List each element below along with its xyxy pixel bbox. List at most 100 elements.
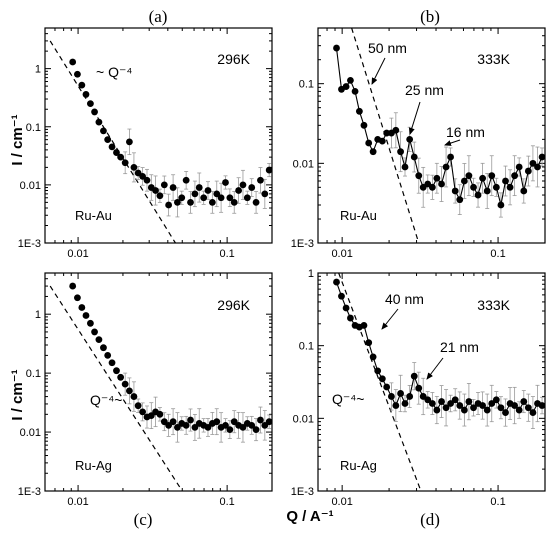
reference-line [49,40,176,243]
data-point [424,396,432,404]
data-point [502,409,509,416]
data-point [143,176,151,184]
data-point [502,177,509,185]
x-axis-label: Q / A⁻¹ [286,508,333,525]
y-tick-label: 0.1 [299,341,314,353]
data-point [169,418,177,426]
data-point [360,121,368,129]
panel-label: (d) [420,510,440,529]
temperature-label: 296K [217,51,250,67]
data-point [378,375,386,383]
data-point [100,344,107,352]
data-point [213,190,221,198]
panel-c: 0.01 0.1 1E-3 0.01 0.1 1 (c) 296K Ru-Ag Q⁻⁴~ [18,272,273,529]
data-point [492,396,500,404]
data-point [182,421,190,429]
panel-label: (c) [134,510,153,529]
data-point [470,183,477,191]
y-axis-label-bottom: I / cm⁻¹ [9,369,26,420]
data-point [483,406,491,414]
data-point [121,159,129,167]
x-tick-label: 0.01 [331,496,352,508]
data-point [365,139,373,147]
data-point [108,143,116,151]
data-point [226,426,234,434]
data-point [438,398,445,405]
data-point [152,187,159,194]
data-point [511,172,519,180]
data-point [265,166,272,174]
y-tick-label: 0.1 [26,122,41,134]
data-point [139,408,147,416]
size-annotation: 25 nm [405,82,444,98]
data-point [470,404,477,412]
data-point [342,83,350,90]
data-point [410,372,418,380]
data-point [534,163,541,171]
data-point [488,400,496,407]
data-point [492,183,500,191]
data-point [160,181,168,189]
data-point [415,172,423,180]
data-point [87,319,94,327]
data-point [433,174,441,182]
data-point [217,194,225,202]
data-point [388,393,395,400]
annotation-arrow [381,308,399,330]
data-point [108,359,116,367]
data-point [174,423,181,431]
data-point [113,149,120,156]
data-point [187,198,194,206]
data-point [428,400,436,407]
data-point [248,184,256,191]
data-point [191,423,199,431]
data-point [338,292,345,300]
data-point [351,87,359,95]
y-tick-label: 0.1 [299,79,314,91]
annotation-arrow [444,139,461,146]
data-point [460,406,468,414]
data-point [488,172,496,180]
data-point [465,398,473,405]
data-point [104,136,112,144]
data-point [130,393,138,400]
panel-d: 0.01 0.1 1E-3 0.01 0.1 1 (d) 333K Ru-Ag Q⁻⁴~ 40 nm… [291,268,546,529]
data-point [204,187,212,194]
data-point [226,194,234,202]
data-point [252,198,260,206]
annotation-arrow [408,101,421,135]
data-point [126,387,133,395]
data-point [397,148,404,156]
data-point [369,353,377,361]
x-tick-label: 0.01 [67,496,88,508]
data-point [410,153,418,161]
data-point [515,163,523,171]
size-annotation: 50 nm [368,40,407,56]
data-point [178,194,186,202]
data-point [265,418,272,426]
data-point [342,304,350,312]
data-point [392,126,400,134]
data-point [479,174,487,182]
x-tick-label: 0.01 [67,248,88,260]
data-point [497,201,505,209]
data-point [230,198,238,206]
plot-area [49,282,272,491]
data-point [95,336,103,344]
data-point [538,153,545,161]
size-annotation: 21 nm [440,339,479,355]
data-point [243,194,251,202]
data-point [347,76,354,84]
data-point [257,176,264,184]
data-point [69,282,77,290]
data-point [415,384,423,392]
data-point [374,367,382,375]
data-point [239,181,247,189]
plot-frame [317,272,546,492]
series-line [335,48,543,206]
y-tick-label: 1 [35,309,41,321]
data-point [365,339,373,347]
sample-label: Ru-Ag [340,458,377,473]
y-tick-label: 1E-3 [291,238,314,250]
data-point [74,294,81,302]
